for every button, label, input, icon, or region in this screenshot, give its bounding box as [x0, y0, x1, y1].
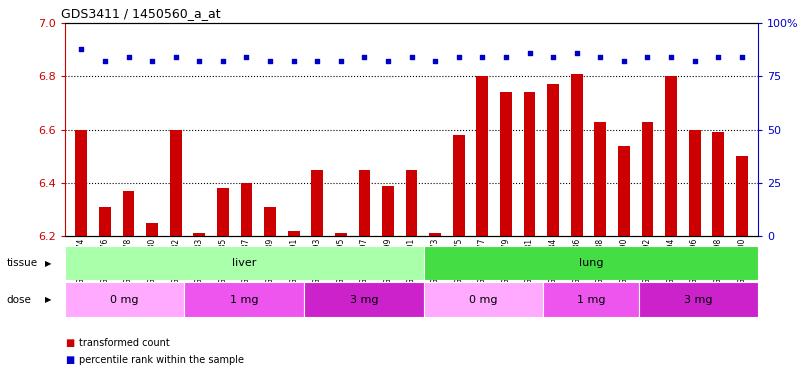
Point: [570, 50, 583, 56]
Bar: [594, 122, 606, 236]
Bar: [665, 76, 677, 236]
Point: [122, 54, 135, 60]
Bar: [500, 92, 512, 236]
Point: [264, 58, 277, 65]
Bar: [75, 130, 88, 236]
Bar: [543, 282, 639, 317]
Bar: [618, 146, 630, 236]
Point: [664, 54, 677, 60]
Bar: [689, 130, 701, 236]
Bar: [169, 130, 182, 236]
Point: [98, 58, 111, 65]
Text: ■: ■: [65, 355, 74, 365]
Point: [523, 50, 536, 56]
Point: [476, 54, 489, 60]
Bar: [547, 84, 559, 236]
Bar: [65, 246, 423, 280]
Text: lung: lung: [579, 258, 603, 268]
Point: [311, 58, 324, 65]
Point: [594, 54, 607, 60]
Bar: [65, 282, 184, 317]
Point: [146, 58, 159, 65]
Point: [547, 54, 560, 60]
Bar: [524, 92, 535, 236]
Text: ■: ■: [65, 338, 74, 348]
Point: [358, 54, 371, 60]
Text: liver: liver: [232, 258, 256, 268]
Point: [641, 54, 654, 60]
Text: 3 mg: 3 mg: [684, 295, 713, 305]
Text: 1 mg: 1 mg: [577, 295, 605, 305]
Text: dose: dose: [6, 295, 32, 305]
Text: GDS3411 / 1450560_a_at: GDS3411 / 1450560_a_at: [62, 7, 221, 20]
Point: [217, 58, 230, 65]
Point: [429, 58, 442, 65]
Bar: [146, 223, 158, 236]
Bar: [217, 188, 229, 236]
Point: [75, 46, 88, 52]
Bar: [335, 233, 347, 236]
Point: [712, 54, 725, 60]
Bar: [193, 233, 205, 236]
Bar: [358, 170, 371, 236]
Text: 0 mg: 0 mg: [469, 295, 498, 305]
Text: 3 mg: 3 mg: [350, 295, 378, 305]
Point: [381, 58, 394, 65]
Point: [736, 54, 749, 60]
Point: [406, 54, 418, 60]
Bar: [423, 246, 758, 280]
Bar: [184, 282, 304, 317]
Point: [500, 54, 513, 60]
Point: [169, 54, 182, 60]
Bar: [736, 156, 748, 236]
Bar: [642, 122, 654, 236]
Text: transformed count: transformed count: [79, 338, 170, 348]
Text: 1 mg: 1 mg: [230, 295, 259, 305]
Bar: [476, 76, 488, 236]
Text: ▶: ▶: [45, 295, 51, 304]
Point: [334, 58, 347, 65]
Text: 0 mg: 0 mg: [110, 295, 139, 305]
Point: [453, 54, 466, 60]
Bar: [304, 282, 423, 317]
Bar: [264, 207, 276, 236]
Bar: [712, 132, 724, 236]
Bar: [99, 207, 111, 236]
Point: [617, 58, 630, 65]
Bar: [453, 135, 465, 236]
Bar: [122, 191, 135, 236]
Bar: [429, 233, 441, 236]
Bar: [241, 183, 252, 236]
Bar: [571, 74, 582, 236]
Bar: [423, 282, 543, 317]
Bar: [288, 231, 299, 236]
Point: [287, 58, 300, 65]
Bar: [406, 170, 418, 236]
Bar: [639, 282, 758, 317]
Text: ▶: ▶: [45, 258, 51, 268]
Bar: [311, 170, 323, 236]
Bar: [382, 185, 394, 236]
Point: [193, 58, 206, 65]
Point: [240, 54, 253, 60]
Point: [688, 58, 701, 65]
Text: tissue: tissue: [6, 258, 37, 268]
Text: percentile rank within the sample: percentile rank within the sample: [79, 355, 244, 365]
